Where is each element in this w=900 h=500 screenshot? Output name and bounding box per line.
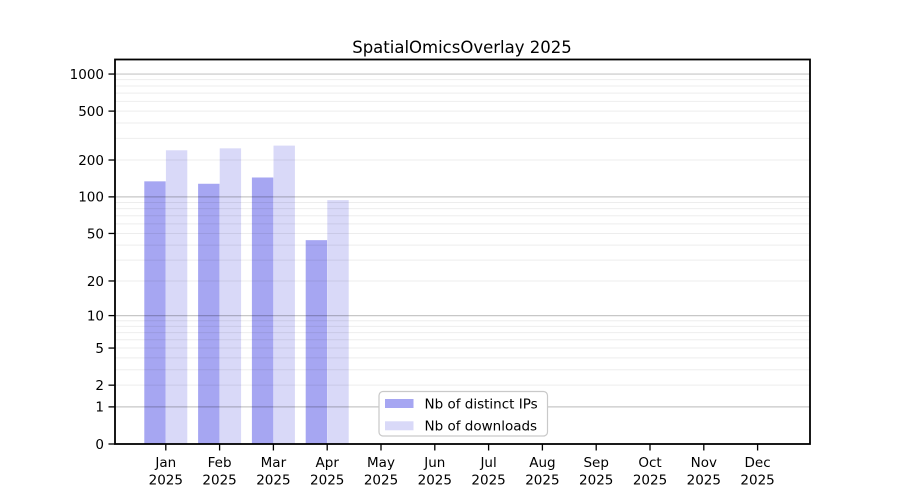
y-tick-label-100: 100 [78, 190, 104, 206]
y-tick-label-2: 2 [95, 378, 104, 394]
x-tick-label-month-nov: Nov [691, 455, 717, 471]
y-tick-label-200: 200 [78, 153, 104, 169]
plot-frame [114, 58, 811, 445]
x-tick-label-year-may: 2025 [364, 473, 398, 489]
x-tick-label-month-jul: Jul [479, 455, 496, 471]
x-tick-label-year-mar: 2025 [256, 473, 290, 489]
y-tick-label-1000: 1000 [70, 67, 104, 83]
x-tick-label-month-aug: Aug [529, 455, 555, 471]
x-tick-label-year-jan: 2025 [149, 473, 183, 489]
bar-ips-jan [144, 181, 166, 445]
x-tick-label-month-jun: Jun [423, 455, 445, 471]
x-tick-label-month-oct: Oct [638, 455, 661, 471]
bar-downloads-mar [273, 145, 295, 445]
x-tick-label-month-may: May [367, 455, 395, 471]
plot-area: 0 1 2 5 10 20 50 100 200 500 1000 Jan 2025 Feb 2025 Mar… [70, 58, 811, 489]
x-tick-label-year-jun: 2025 [418, 473, 452, 489]
y-tick-label-50: 50 [87, 226, 104, 242]
chart-title: SpatialOmicsOverlay 2025 [352, 38, 572, 57]
x-tick-label-year-sep: 2025 [579, 473, 613, 489]
x-tick-label-year-nov: 2025 [687, 473, 721, 489]
x-tick-label-month-feb: Feb [208, 455, 232, 471]
legend-swatch-distinct-ips [385, 399, 414, 408]
x-tick-label-year-apr: 2025 [310, 473, 344, 489]
y-tick-label-10: 10 [87, 308, 104, 324]
y-tick-label-5: 5 [95, 341, 104, 357]
x-tick-label-year-dec: 2025 [740, 473, 774, 489]
y-tick-label-20: 20 [87, 274, 104, 290]
legend-box [378, 390, 549, 437]
bar-ips-apr [305, 240, 328, 444]
x-tick-label-year-jul: 2025 [471, 473, 505, 489]
y-tick-label-0: 0 [95, 437, 104, 453]
x-tick-label-month-dec: Dec [745, 455, 771, 471]
bar-downloads-jan [165, 150, 188, 444]
x-tick-label-year-aug: 2025 [525, 473, 559, 489]
y-tick-label-1: 1 [95, 400, 104, 416]
x-tick-label-month-jan: Jan [154, 455, 176, 471]
x-tick-label-year-oct: 2025 [633, 473, 667, 489]
bar-ips-mar [251, 177, 274, 444]
bar-downloads-apr [327, 200, 349, 444]
legend-swatch-downloads [385, 421, 414, 431]
y-tick-label-500: 500 [78, 104, 104, 120]
bar-downloads-feb [219, 148, 242, 445]
x-tick-label-year-feb: 2025 [202, 473, 236, 489]
legend-label-distinct-ips: Nb of distinct IPs [425, 396, 538, 412]
x-tick-label-month-sep: Sep [583, 455, 608, 471]
x-tick-label-month-apr: Apr [316, 455, 340, 471]
x-tick-label-month-mar: Mar [261, 455, 287, 471]
legend-label-downloads: Nb of downloads [425, 419, 538, 435]
bar-ips-feb [198, 183, 220, 444]
